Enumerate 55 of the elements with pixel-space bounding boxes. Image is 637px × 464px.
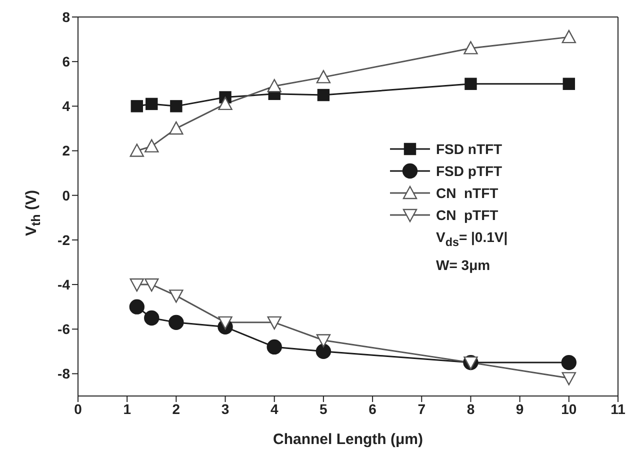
x-tick-label: 3 — [221, 400, 230, 417]
y-tick-label: 6 — [62, 54, 70, 70]
point — [168, 314, 184, 330]
point — [169, 290, 184, 303]
point — [267, 79, 282, 92]
point — [130, 100, 144, 112]
x-tick-label: 9 — [516, 400, 524, 417]
x-tick-label: 6 — [368, 400, 377, 417]
y-tick-label: -2 — [58, 232, 70, 248]
legend-label: FSD pTFT — [436, 162, 502, 181]
point — [144, 310, 160, 326]
point — [218, 96, 232, 110]
point — [316, 334, 331, 348]
point — [316, 344, 332, 360]
point — [144, 139, 159, 152]
legend-label: FSD nTFT — [436, 140, 502, 159]
y-tick-label: -8 — [58, 366, 70, 382]
x-tick-label: 7 — [418, 400, 426, 417]
point — [562, 372, 576, 386]
point — [464, 78, 477, 90]
point — [562, 30, 576, 44]
point — [464, 41, 478, 54]
point — [266, 339, 282, 355]
point — [562, 78, 576, 90]
x-tick-label: 2 — [172, 400, 180, 417]
y-tick-label: 0 — [62, 187, 70, 204]
x-tick-label: 11 — [610, 400, 626, 417]
point — [130, 278, 144, 292]
point — [144, 278, 159, 292]
x-tick-label: 4 — [270, 400, 278, 417]
y-tick-label: 4 — [62, 98, 70, 114]
x-tick-label: 5 — [320, 400, 328, 417]
annotation: V$_{ds}$= |0.1V| — [436, 228, 508, 251]
x-tick-label: 1 — [123, 400, 132, 417]
point — [170, 100, 182, 112]
point — [316, 70, 331, 84]
y-tick-label: -6 — [58, 321, 70, 338]
point — [130, 144, 144, 157]
y-tick-label: 2 — [62, 142, 70, 159]
annotation: W= 3μm — [436, 256, 492, 275]
x-axis-title: Channel Length (μm) — [273, 431, 424, 448]
point — [267, 316, 282, 330]
point — [129, 299, 145, 314]
y-tick-label: 8 — [62, 8, 70, 25]
point — [561, 354, 577, 370]
x-tick-label: 0 — [74, 400, 82, 417]
legend-label: CN pTFT — [436, 206, 498, 225]
point — [317, 88, 330, 102]
x-tick-label: 10 — [561, 400, 577, 417]
point — [169, 121, 184, 135]
y-tick-label: -4 — [58, 276, 70, 292]
legend-label: CN nTFT — [436, 184, 498, 203]
point — [146, 98, 158, 110]
point — [218, 316, 232, 330]
x-tick-label: 8 — [466, 400, 475, 417]
